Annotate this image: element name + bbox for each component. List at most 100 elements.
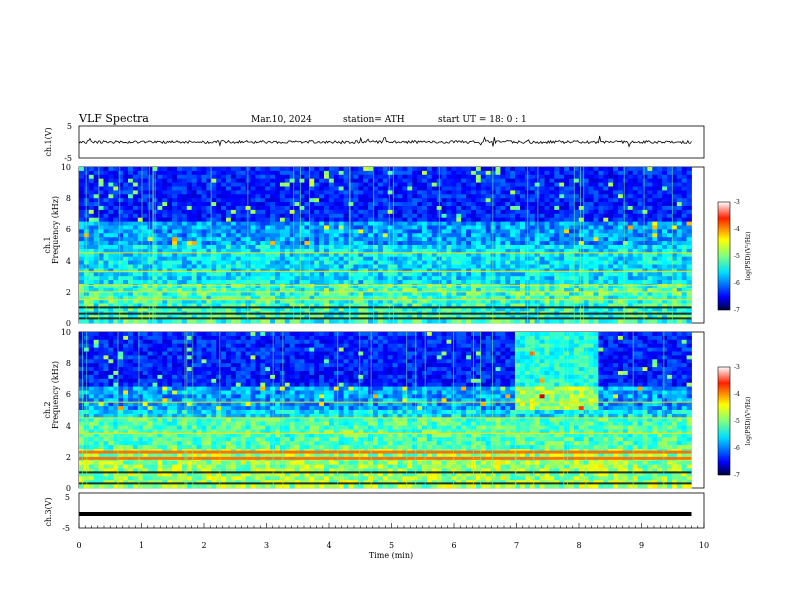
spectrogram-cell (265, 237, 271, 242)
spectrogram-cell (162, 280, 168, 285)
spectrogram-cell (598, 202, 604, 207)
spectrogram-cell (662, 178, 668, 183)
spectrogram-cell (407, 268, 413, 273)
spectrogram-cell (510, 260, 516, 265)
spectrogram-cell (113, 233, 119, 238)
spectrogram-cell (564, 245, 570, 250)
spectrogram-cell (681, 276, 687, 281)
spectrogram-cell (402, 178, 408, 183)
spectrogram-cell (520, 272, 526, 277)
spectrogram-cell (299, 256, 305, 261)
spectrogram-cell (132, 182, 139, 187)
spectrogram-cell (221, 299, 227, 304)
spectrogram-cell (446, 295, 452, 300)
spectrogram-cell (211, 190, 217, 195)
spectrogram-cell (373, 252, 379, 258)
spectrogram-cell (554, 225, 560, 230)
spectrogram-cell (657, 229, 663, 234)
spectrogram-cell (431, 268, 438, 273)
spectrogram-cell (534, 198, 540, 203)
spectrogram-cell (299, 202, 305, 207)
spectrogram-cell (128, 225, 134, 230)
spectrogram-cell (147, 182, 153, 187)
spectrogram-cell (446, 190, 452, 195)
spectrogram-cell (103, 186, 109, 191)
spectrogram-cell (534, 221, 540, 226)
spectrogram-cell (613, 280, 619, 285)
spectrogram-cell (681, 170, 687, 176)
spectrogram-cell (128, 209, 134, 215)
spectrogram-cell (343, 167, 349, 172)
spectrogram-cell (588, 272, 594, 277)
spectrogram-cell (275, 237, 281, 242)
spectrogram-cell (373, 268, 379, 273)
spectrogram-cell (343, 170, 349, 176)
spectrogram-cell (662, 307, 668, 312)
spectrogram-cell (279, 256, 286, 261)
spectrogram-cell (564, 252, 570, 258)
spectrogram-cell (681, 167, 687, 172)
spectrogram-cell (402, 299, 408, 304)
spectrogram-cell (451, 319, 457, 324)
spectrogram-cell (480, 182, 487, 187)
spectrogram-cell (569, 295, 575, 300)
spectrogram-cell (598, 299, 604, 304)
spectrogram-cell (593, 299, 599, 304)
spectrogram-cell (583, 198, 589, 203)
spectrogram-cell (583, 186, 589, 191)
spectrogram-cell (593, 319, 599, 324)
spectrogram-cell (485, 213, 491, 219)
spectrogram-cell (397, 307, 403, 312)
spectrogram-cell (613, 299, 619, 304)
spectrogram-cell (304, 194, 310, 199)
spectrogram-cell (260, 291, 266, 297)
spectrogram-cell (279, 178, 286, 183)
spectrogram-cell (284, 225, 291, 230)
spectrogram-cell (98, 248, 104, 254)
spectrogram-cell (500, 252, 506, 258)
spectrogram-cell (275, 221, 281, 226)
spectrogram-cell (206, 252, 212, 258)
spectrogram-cell (515, 245, 521, 250)
spectrogram-cell (505, 194, 511, 199)
spectrogram-cell (578, 178, 585, 183)
spectrogram-cell (583, 178, 589, 183)
spectrogram-cell (431, 303, 438, 308)
spectrogram-cell (387, 252, 393, 258)
spectrogram-cell (382, 198, 389, 203)
spectrogram-cell (201, 303, 207, 308)
spectrogram-cell (598, 256, 604, 261)
spectrogram-cell (88, 268, 95, 273)
spectrogram-cell (93, 287, 99, 293)
spectrogram-cell (407, 248, 413, 254)
spectrogram-cell (676, 170, 683, 176)
spectrogram-cell (358, 233, 364, 238)
spectrogram-cell (392, 307, 398, 312)
spectrogram-cell (255, 174, 261, 180)
spectrogram-cell (177, 202, 183, 207)
spectrogram-cell (681, 225, 687, 230)
spectrogram-cell (544, 190, 550, 195)
spectrogram-cell (377, 264, 384, 269)
spectrogram-cell (573, 237, 580, 242)
spectrogram-cell (167, 206, 173, 211)
spectrogram-cell (505, 213, 511, 219)
spectrogram-cell (250, 186, 256, 191)
spectrogram-cell (128, 186, 134, 191)
spectrogram-cell (402, 272, 408, 277)
spectrogram-cell (289, 194, 295, 199)
spectrogram-cell (221, 287, 227, 293)
station-label: station= ATH (343, 115, 405, 125)
spectrogram-cell (529, 182, 536, 187)
spectrogram-cell (338, 209, 344, 215)
spectrogram-cell (221, 178, 227, 183)
spectrogram-cell (652, 174, 658, 180)
spectrogram-cell (191, 229, 197, 234)
spectrogram-cell (309, 291, 315, 297)
spectrogram-cell (451, 260, 457, 265)
spectrogram-cell (422, 272, 428, 277)
spectrogram-cell (230, 260, 237, 265)
spectrogram-cell (583, 291, 589, 297)
spectrogram-cell (534, 202, 540, 207)
spectrogram-cell (642, 225, 648, 230)
